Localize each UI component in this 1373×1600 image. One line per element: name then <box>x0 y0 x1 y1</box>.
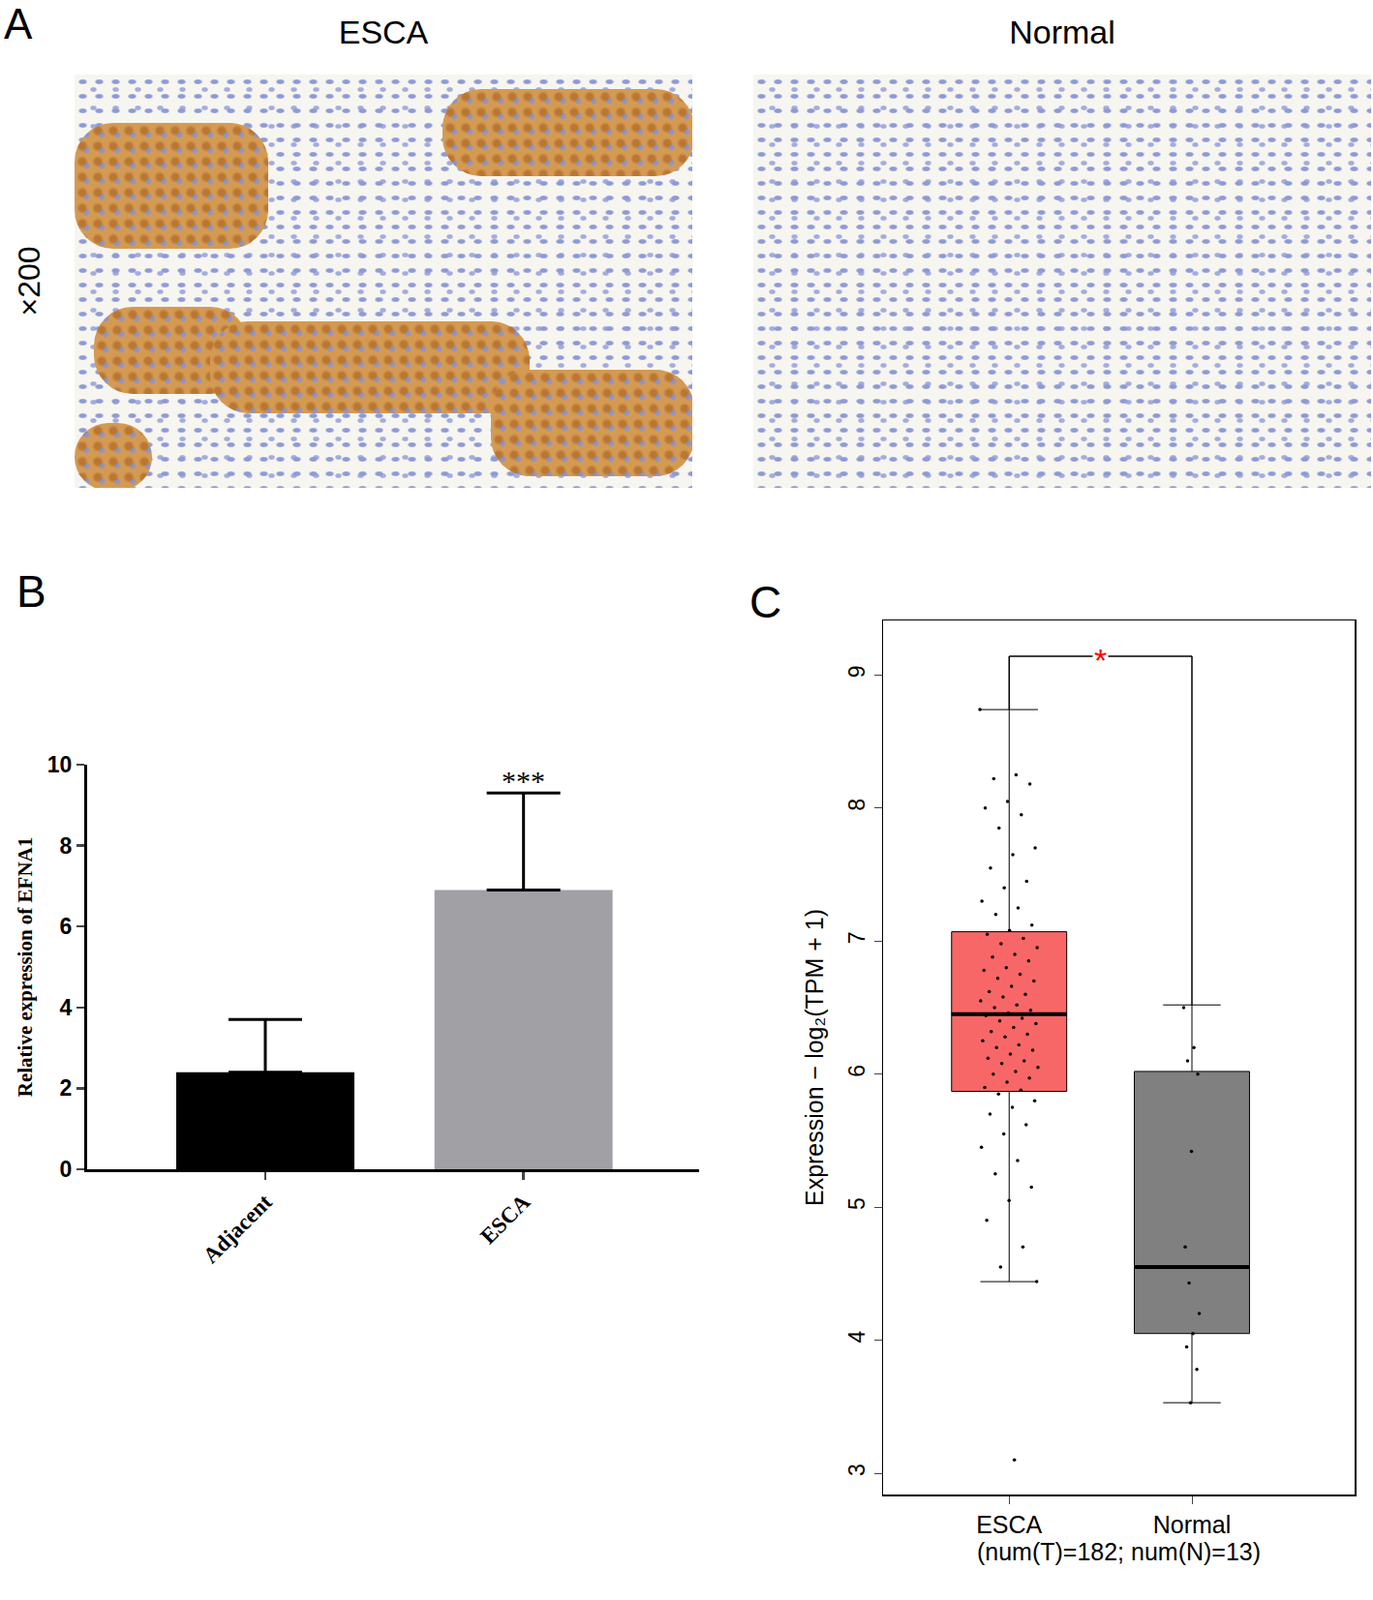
svg-text:7: 7 <box>844 931 870 945</box>
svg-text:Expression − log₂(TPM + 1): Expression − log₂(TPM + 1) <box>800 909 828 1207</box>
svg-text:*: * <box>1094 641 1107 679</box>
svg-text:6: 6 <box>844 1065 870 1078</box>
svg-text:ESCA: ESCA <box>976 1511 1042 1539</box>
svg-text:***: *** <box>501 764 546 797</box>
html-text:×200: ×200 <box>11 246 46 317</box>
html-text:A: A <box>3 0 33 48</box>
svg-text:4: 4 <box>60 995 73 1021</box>
svg-text:3: 3 <box>844 1464 870 1477</box>
svg-text:ESCA: ESCA <box>475 1189 535 1250</box>
svg-text:10: 10 <box>47 752 73 778</box>
html-text:Normal: Normal <box>1009 13 1116 51</box>
svg-text:8: 8 <box>844 798 870 812</box>
svg-text:C: C <box>749 577 782 628</box>
svg-text:Adjacent: Adjacent <box>198 1189 277 1269</box>
svg-text:8: 8 <box>60 833 73 859</box>
html-text:ESCA: ESCA <box>338 13 429 51</box>
svg-text:0: 0 <box>60 1157 73 1183</box>
svg-text:Relative expression of EFNA1: Relative expression of EFNA1 <box>13 837 37 1099</box>
svg-text:4: 4 <box>844 1331 870 1344</box>
svg-text:Normal: Normal <box>1153 1511 1232 1539</box>
svg-text:(num(T)=182; num(N)=13): (num(T)=182; num(N)=13) <box>976 1538 1261 1566</box>
svg-text:2: 2 <box>60 1075 73 1101</box>
svg-text:6: 6 <box>60 914 73 940</box>
svg-text:B: B <box>16 566 47 617</box>
svg-text:5: 5 <box>844 1197 870 1211</box>
svg-text:9: 9 <box>844 666 870 679</box>
